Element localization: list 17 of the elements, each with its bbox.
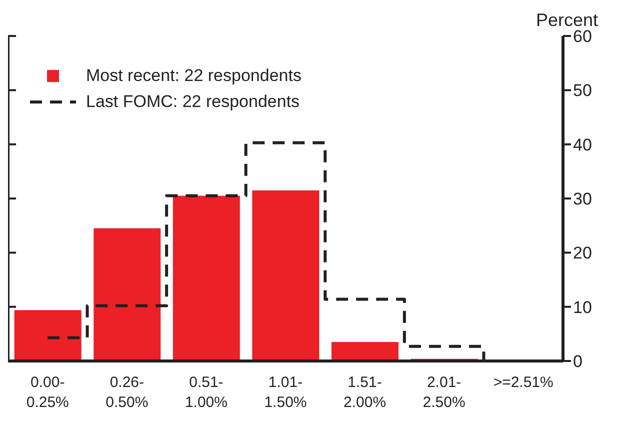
x-tick-label: >=2.51% <box>493 374 554 391</box>
legend-label: Most recent: 22 respondents <box>86 65 302 87</box>
x-tick-label: 0.26- 0.50% <box>106 374 148 411</box>
y-tick-label: 0 <box>573 352 582 372</box>
x-tick-label: 0.51- 1.00% <box>184 374 228 411</box>
y-tick-label: 60 <box>573 27 592 46</box>
x-tick-label: 0.00- 0.25% <box>26 374 69 411</box>
x-tick-label: 2.01- 2.50% <box>422 374 466 411</box>
x-tick-label: 1.01- 1.50% <box>264 374 307 411</box>
y-tick-label: 20 <box>573 244 592 263</box>
y-tick-label: 50 <box>573 81 592 100</box>
legend-label: Last FOMC: 22 respondents <box>86 91 300 113</box>
y-tick-label: 10 <box>573 298 592 317</box>
x-tick-label: 1.51- 2.00% <box>344 374 386 411</box>
y-tick-label: 30 <box>573 190 592 209</box>
y-axis-title: Percent <box>536 10 598 30</box>
y-tick-label: 40 <box>573 135 592 154</box>
